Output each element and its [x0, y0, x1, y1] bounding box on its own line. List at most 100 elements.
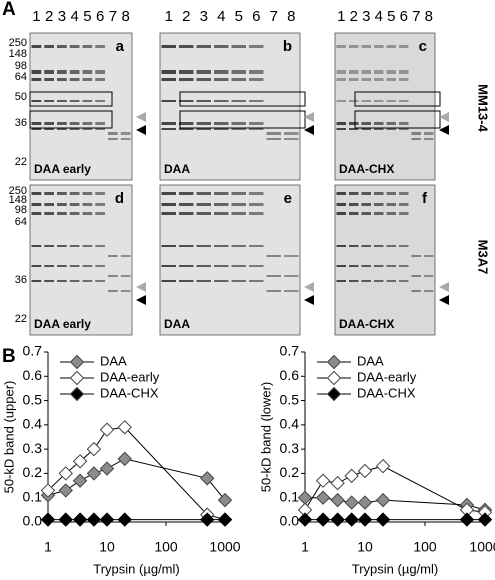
blot-letter: c — [419, 38, 427, 55]
band — [249, 45, 264, 48]
band — [69, 45, 80, 48]
band — [31, 192, 42, 195]
band — [361, 265, 371, 267]
band — [214, 212, 229, 215]
band — [424, 290, 434, 292]
band — [424, 138, 434, 140]
band — [374, 280, 384, 282]
blot-label: DAA — [164, 317, 190, 331]
band — [82, 128, 93, 130]
band — [82, 100, 93, 102]
band — [411, 275, 421, 277]
band — [57, 45, 67, 48]
band — [179, 245, 194, 247]
highlight-box — [179, 110, 306, 129]
band — [249, 70, 264, 74]
band — [399, 265, 409, 267]
data-point — [72, 473, 88, 488]
band — [249, 122, 264, 125]
mw-label: 22 — [15, 156, 27, 168]
x-tick-label: 1 — [44, 539, 52, 555]
data-point — [117, 420, 132, 435]
band — [266, 255, 281, 257]
band — [57, 212, 67, 215]
band — [196, 203, 211, 206]
mw-label: 250 — [9, 185, 27, 197]
band — [424, 275, 434, 277]
band — [57, 203, 67, 206]
arrowhead — [136, 125, 146, 135]
lane-number: 1 — [165, 8, 173, 25]
band — [214, 78, 229, 81]
band — [31, 245, 42, 247]
legend-marker — [69, 386, 85, 402]
band — [95, 45, 105, 48]
lane-number: 5 — [235, 8, 243, 25]
band — [196, 280, 211, 282]
band — [386, 192, 396, 195]
band — [95, 203, 105, 206]
band — [82, 192, 93, 195]
lane-number: 5 — [83, 8, 91, 25]
band — [349, 203, 359, 206]
band — [161, 192, 176, 195]
mw-label: 64 — [15, 71, 27, 83]
data-point — [200, 512, 215, 527]
band — [161, 78, 176, 81]
data-point — [315, 473, 331, 488]
panel-label: B — [2, 346, 16, 367]
band — [120, 255, 131, 257]
band — [374, 70, 384, 74]
blot-letter: b — [283, 38, 292, 55]
band — [82, 265, 93, 267]
band — [44, 78, 54, 81]
mw-label: 22 — [15, 313, 27, 325]
band — [336, 203, 346, 206]
lane-number: 7 — [412, 8, 420, 25]
band — [95, 192, 105, 195]
data-point — [375, 512, 391, 527]
lane-number: 2 — [182, 8, 190, 25]
band — [44, 203, 54, 206]
band — [399, 45, 409, 48]
y-tick-label: 0.7 — [280, 343, 300, 359]
highlight-box — [29, 91, 113, 107]
band — [349, 70, 359, 74]
y-tick-label: 0.3 — [280, 440, 300, 456]
blot-label: DAA-CHX — [339, 162, 394, 176]
band — [31, 122, 42, 125]
band — [95, 280, 105, 282]
data-point — [357, 512, 373, 527]
band — [374, 245, 384, 247]
band — [82, 122, 93, 125]
band — [336, 280, 346, 282]
band — [57, 128, 67, 130]
band — [386, 45, 396, 48]
lane-number: 1 — [337, 8, 345, 25]
band — [336, 100, 346, 102]
blot — [159, 184, 301, 336]
lane-number: 3 — [362, 8, 370, 25]
series-line — [304, 465, 486, 513]
arrowhead — [439, 282, 449, 292]
band — [120, 132, 131, 135]
band — [196, 70, 211, 74]
band — [179, 212, 194, 215]
band — [231, 203, 246, 206]
band — [361, 192, 371, 195]
x-axis-label: Trypsin (µg/ml) — [352, 561, 438, 576]
band — [95, 122, 105, 125]
band — [196, 192, 211, 195]
band — [120, 275, 131, 277]
blot-letter: f — [422, 190, 428, 207]
band — [266, 290, 281, 292]
band — [336, 122, 346, 125]
lane-number: 8 — [287, 8, 295, 25]
band — [161, 280, 176, 282]
legend-marker — [69, 370, 85, 386]
band — [214, 70, 229, 74]
band — [374, 192, 384, 195]
data-point — [330, 492, 345, 508]
data-point — [357, 495, 373, 510]
band — [386, 128, 396, 130]
